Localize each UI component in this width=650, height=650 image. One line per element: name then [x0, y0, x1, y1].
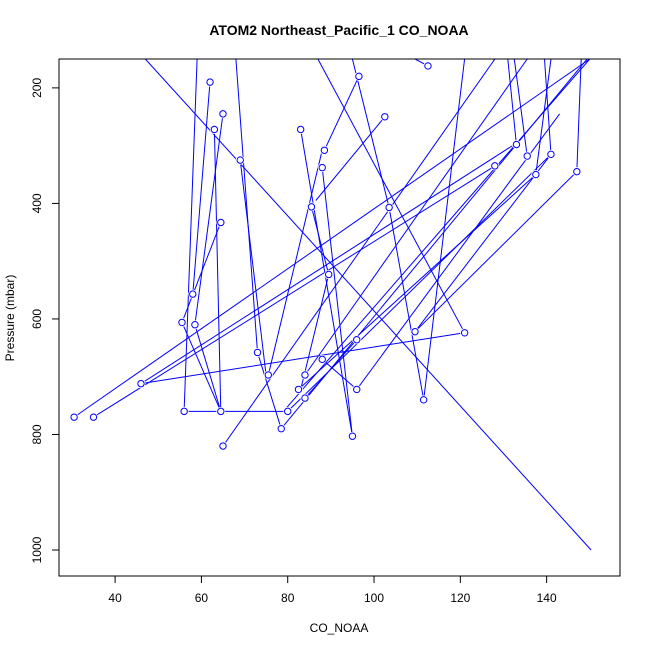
series-line-10 [321, 359, 358, 390]
series-line-39 [300, 274, 330, 390]
data-point-37 [491, 162, 499, 170]
data-point-26 [325, 270, 333, 279]
y-axis: 200 400 600 800 1000 [30, 78, 60, 563]
series-line-6 [280, 59, 588, 430]
data-point-19 [301, 371, 309, 379]
data-point-35 [424, 62, 432, 70]
series-line-3 [140, 144, 515, 385]
data-point-1 [89, 413, 98, 421]
data-point-24 [318, 163, 326, 172]
data-point-31 [381, 113, 389, 121]
data-point-4 [180, 407, 188, 416]
x-axis: 40 60 80 100 120 140 [108, 575, 557, 605]
series-markers [69, 61, 582, 451]
data-point-5 [189, 290, 197, 298]
series-line-5 [222, 59, 496, 447]
series-line-9 [304, 59, 528, 376]
data-point-11 [217, 407, 225, 416]
series-line-37 [140, 332, 465, 385]
x-tick-label-2: 80 [281, 591, 295, 605]
series-line-20 [213, 129, 222, 412]
y-axis-label: Pressure (mbar) [3, 275, 17, 362]
data-point-28 [353, 385, 361, 394]
data-point-23 [318, 355, 326, 364]
series-line-30 [507, 59, 517, 145]
x-tick-label-1: 60 [195, 591, 209, 605]
data-point-17 [284, 407, 292, 416]
series-line-38 [257, 352, 282, 429]
data-point-7 [206, 78, 214, 86]
data-point-29 [353, 336, 361, 344]
data-point-38 [512, 140, 521, 149]
data-point-12 [219, 442, 227, 450]
y-tick-label-1: 400 [30, 193, 44, 213]
series-line-4 [184, 59, 591, 412]
x-tick-label-3: 100 [364, 591, 384, 605]
series-line-33 [576, 59, 582, 172]
data-point-15 [264, 371, 272, 379]
x-tick-label-5: 140 [537, 591, 557, 605]
data-point-13 [236, 156, 244, 164]
data-point-6 [191, 321, 199, 329]
data-point-36 [460, 329, 469, 337]
series-line-35 [181, 322, 222, 412]
data-point-30 [355, 72, 363, 81]
series-line-25 [321, 167, 353, 437]
series-line-34 [183, 59, 198, 412]
series-line-18 [235, 59, 258, 353]
data-point-18 [296, 125, 305, 134]
data-point-41 [547, 150, 555, 159]
data-point-39 [523, 152, 531, 160]
data-point-34 [419, 396, 428, 404]
series-line-12 [317, 59, 466, 334]
data-point-27 [348, 432, 357, 440]
series-line-26 [323, 76, 360, 151]
data-point-2 [137, 379, 145, 388]
y-tick-label-0: 200 [30, 78, 44, 98]
series-line-2 [93, 165, 496, 418]
data-point-14 [253, 348, 262, 357]
series-line-24 [311, 206, 330, 275]
chart-title: ATOM2 Northeast_Pacific_1 CO_NOAA [209, 22, 468, 38]
series-line-15 [388, 207, 425, 400]
series-line-23 [239, 160, 267, 376]
series-line-22 [194, 113, 224, 325]
series-line-36 [194, 324, 222, 412]
x-tick-label-4: 120 [450, 591, 470, 605]
series-line-17 [298, 174, 537, 390]
data-point-9 [217, 218, 225, 227]
data-point-32 [385, 203, 393, 212]
x-axis-label: CO_NOAA [310, 621, 369, 635]
series-line-19 [192, 82, 211, 295]
y-tick-label-3: 800 [30, 424, 44, 444]
data-point-33 [411, 327, 419, 336]
data-point-8 [210, 125, 219, 134]
y-tick-label-4: 1000 [30, 536, 44, 563]
series-line-40 [351, 59, 390, 208]
data-point-3 [178, 318, 186, 327]
series-line-29 [513, 59, 528, 157]
data-point-21 [294, 385, 303, 394]
series-line-27 [315, 116, 386, 201]
series-line-1 [73, 59, 591, 418]
x-tick-label-0: 40 [108, 591, 122, 605]
data-point-25 [320, 146, 329, 154]
data-point-42 [573, 167, 581, 176]
series-line-32 [544, 59, 552, 155]
data-point-20 [301, 394, 309, 402]
data-point-40 [532, 170, 540, 179]
series-line-16 [414, 171, 578, 333]
data-point-0 [70, 413, 78, 421]
data-point-22 [307, 203, 316, 211]
series-line-41 [423, 59, 466, 400]
series-line-14 [267, 150, 323, 376]
data-point-10 [219, 110, 227, 118]
data-point-16 [277, 424, 285, 433]
series-line-31 [535, 59, 552, 175]
y-tick-label-2: 600 [30, 309, 44, 329]
